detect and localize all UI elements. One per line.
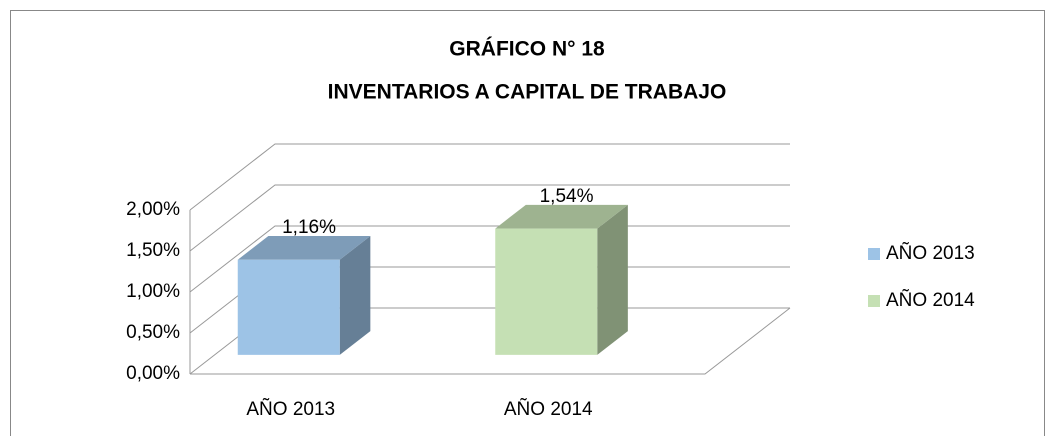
chart-title: GRÁFICO N° 18 bbox=[449, 38, 605, 61]
bar-top bbox=[495, 204, 628, 229]
data-label: 1,54% bbox=[540, 186, 594, 207]
bar-side bbox=[597, 204, 628, 355]
legend-swatch bbox=[868, 248, 880, 260]
x-tick-label: AÑO 2013 bbox=[246, 398, 335, 420]
bar-top bbox=[237, 235, 371, 260]
y-tick-label: 0,00% bbox=[126, 363, 180, 384]
y-tick-label: 0,50% bbox=[126, 322, 180, 343]
legend-label: AÑO 2014 bbox=[886, 289, 975, 311]
grid-line bbox=[189, 143, 790, 211]
bar bbox=[495, 228, 598, 355]
chart-border bbox=[10, 10, 1045, 436]
bar bbox=[237, 259, 340, 355]
floor-edge bbox=[190, 307, 791, 375]
chart-title: INVENTARIOS A CAPITAL DE TRABAJO bbox=[328, 81, 727, 104]
legend-swatch bbox=[868, 295, 880, 307]
y-tick-label: 1,50% bbox=[126, 240, 180, 261]
data-label: 1,16% bbox=[282, 217, 336, 238]
grid-line bbox=[189, 184, 790, 252]
bar-side bbox=[339, 235, 371, 355]
y-tick-label: 1,00% bbox=[126, 281, 180, 302]
x-tick-label: AÑO 2014 bbox=[504, 398, 593, 420]
y-tick-label: 2,00% bbox=[126, 199, 180, 220]
legend-label: AÑO 2013 bbox=[886, 242, 975, 264]
